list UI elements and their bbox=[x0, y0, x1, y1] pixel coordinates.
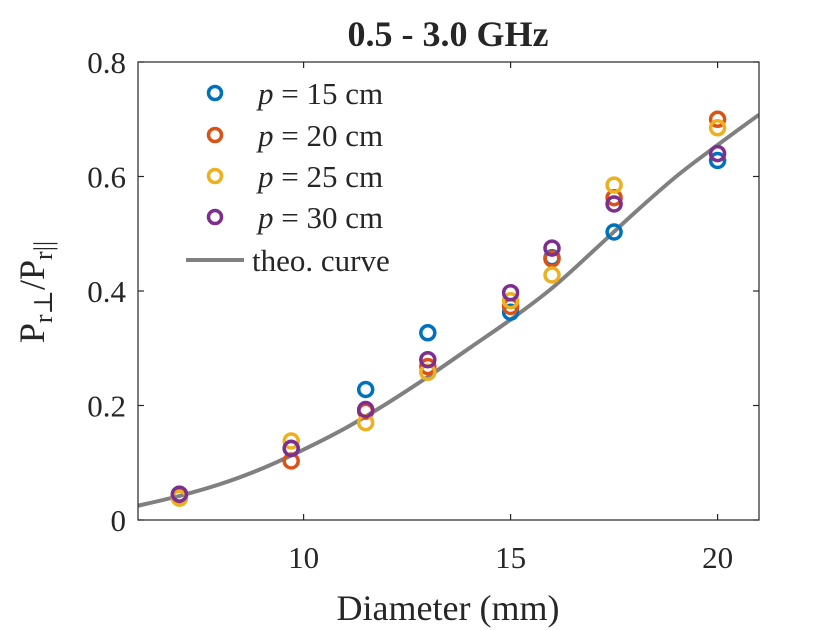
points-layer bbox=[170, 110, 727, 507]
ticks-layer: 10 15 20 0 0.2 0.4 0.6 0.8 bbox=[87, 45, 759, 575]
data-point-series-3 bbox=[282, 432, 300, 450]
data-point-series-3 bbox=[605, 176, 623, 194]
data-point-series-4 bbox=[543, 239, 561, 257]
x-tick-label: 20 bbox=[702, 540, 733, 575]
curve-layer bbox=[138, 113, 759, 508]
data-point-series-2 bbox=[543, 250, 561, 268]
data-point-series-4 bbox=[356, 400, 375, 419]
data-point-series-1 bbox=[708, 151, 727, 170]
data-point-series-4 bbox=[708, 144, 727, 163]
data-point-series-4 bbox=[170, 485, 189, 503]
data-point-series-3 bbox=[708, 119, 727, 137]
theo-curve-line bbox=[138, 113, 759, 508]
y-tick-label: 0.6 bbox=[87, 160, 126, 195]
x-axis-label: Diameter (mm) bbox=[337, 588, 560, 628]
legend-label-curve: theo. curve bbox=[252, 243, 390, 278]
data-point-series-2 bbox=[419, 357, 437, 376]
x-tick-label: 10 bbox=[288, 540, 319, 575]
y-tick-label: 0 bbox=[111, 503, 127, 538]
y-axis-label: Pr⊥/Pr|| bbox=[12, 241, 58, 343]
chart-title: 0.5 - 3.0 GHz bbox=[348, 14, 549, 54]
y-tick-label: 0.4 bbox=[87, 274, 126, 309]
data-point-series-4 bbox=[419, 350, 437, 369]
plot-area bbox=[138, 62, 759, 520]
legend-marker-series-4 bbox=[206, 208, 224, 226]
data-point-series-4 bbox=[501, 283, 520, 302]
data-point-series-1 bbox=[501, 303, 520, 321]
legend-label-series-1: p = 15 cm bbox=[256, 76, 383, 111]
data-point-series-4 bbox=[282, 439, 300, 458]
data-point-series-2 bbox=[708, 110, 727, 129]
legend-label-series-4: p = 30 cm bbox=[256, 200, 383, 235]
data-point-series-1 bbox=[605, 223, 623, 241]
y-tick-label: 0.8 bbox=[87, 45, 126, 80]
y-label-sub2: r|| bbox=[29, 241, 58, 260]
y-tick-label: 0.2 bbox=[87, 389, 126, 424]
data-point-series-3 bbox=[501, 291, 520, 310]
data-point-series-3 bbox=[543, 266, 561, 284]
legend-label-series-2: p = 20 cm bbox=[256, 118, 383, 153]
legend-marker-series-1 bbox=[206, 84, 224, 102]
y-label-slash: / bbox=[12, 280, 52, 290]
legend-marker-series-3 bbox=[206, 167, 224, 185]
legend-label-series-3: p = 25 cm bbox=[256, 159, 383, 194]
x-tick-label: 15 bbox=[495, 540, 526, 575]
y-label-sub1: r⊥ bbox=[29, 290, 58, 323]
y-label-main1: P bbox=[12, 323, 52, 343]
legend-marker-series-2 bbox=[206, 126, 224, 144]
y-label-main2: P bbox=[12, 260, 52, 280]
legend: p = 15 cm p = 20 cm p = 25 cm p = 30 cm theo… bbox=[186, 76, 390, 278]
data-point-series-1 bbox=[356, 380, 375, 399]
data-point-series-4 bbox=[605, 195, 623, 213]
data-point-series-1 bbox=[419, 324, 437, 342]
